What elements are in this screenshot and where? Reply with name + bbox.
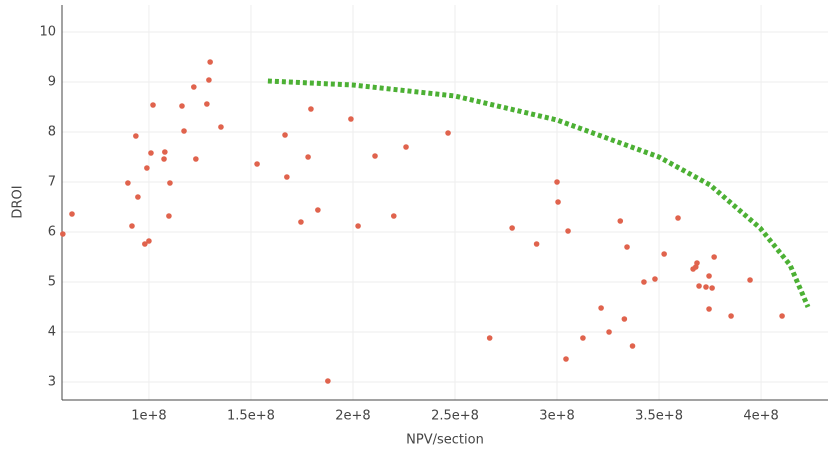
scatter-point [181, 128, 187, 134]
y-tick-label: 7 [48, 175, 56, 190]
scatter-point [580, 335, 586, 341]
y-tick-label: 5 [48, 275, 56, 290]
scatter-point [372, 153, 378, 159]
scatter-point [709, 285, 715, 291]
y-tick-label: 8 [48, 125, 56, 140]
scatter-point [69, 211, 75, 217]
x-tick-label: 2e+8 [335, 409, 370, 424]
x-axis-label: NPV/section [406, 433, 484, 448]
scatter-point [204, 101, 210, 107]
y-tick-label: 3 [48, 375, 56, 390]
x-tick-label: 1e+8 [131, 409, 166, 424]
scatter-point [325, 378, 331, 384]
scatter-point [282, 132, 288, 138]
scatter-point [133, 133, 139, 139]
x-tick-label: 4e+8 [743, 409, 778, 424]
x-tick-label: 3.5e+8 [635, 409, 683, 424]
scatter-point [60, 231, 66, 237]
x-tick-label: 2.5e+8 [431, 409, 479, 424]
scatter-point [747, 277, 753, 283]
scatter-point [161, 156, 167, 162]
scatter-point [403, 144, 409, 150]
scatter-point [703, 284, 709, 290]
scatter-point [779, 313, 785, 319]
x-tick-label: 1.5e+8 [227, 409, 275, 424]
scatter-point [390, 213, 397, 219]
scatter-point [218, 124, 224, 130]
scatter-point [554, 179, 560, 185]
scatter-point [146, 238, 152, 244]
scatter-point [706, 306, 712, 312]
scatter-point [675, 215, 681, 221]
scatter-point [533, 241, 540, 247]
y-tick-label: 4 [48, 325, 56, 340]
scatter-point [555, 199, 561, 205]
y-axis-label: DROI [11, 185, 26, 218]
scatter-point [621, 316, 628, 322]
scatter-point [641, 279, 647, 285]
scatter-point [308, 106, 314, 112]
scatter-point [144, 165, 150, 171]
scatter-point [191, 84, 197, 90]
scatter-point [166, 213, 172, 219]
scatter-point [142, 241, 148, 247]
scatter-point [486, 335, 493, 341]
scatter-point [348, 116, 354, 122]
scatter-point [305, 154, 311, 160]
scatter-point [254, 161, 260, 167]
scatter-point [150, 102, 156, 108]
scatter-point [661, 251, 667, 257]
scatter-point [696, 283, 702, 289]
y-tick-label: 6 [48, 225, 56, 240]
scatter-point [694, 260, 700, 266]
scatter-point [355, 223, 361, 229]
scatter-point [135, 194, 141, 200]
scatter-point [315, 207, 321, 213]
scatter-point [206, 77, 212, 83]
scatter-point [207, 59, 213, 65]
scatter-point [298, 219, 304, 225]
y-tick-label: 9 [48, 75, 56, 90]
scatter-point [167, 180, 173, 186]
scatter-point [129, 223, 135, 229]
scatter-point [629, 343, 636, 349]
scatter-point [179, 103, 185, 109]
scatter-point [509, 225, 515, 231]
curve-line [267, 78, 811, 308]
scatter-point [148, 150, 154, 156]
scatter-point [162, 149, 168, 155]
scatter-point [193, 156, 199, 162]
scatter-point [125, 180, 131, 186]
scatter-point [284, 174, 290, 180]
scatter-point [563, 356, 569, 362]
scatter-point [706, 273, 712, 279]
scatter-point [617, 218, 624, 224]
scatter-point [606, 329, 612, 335]
x-tick-label: 3e+8 [539, 409, 574, 424]
y-tick-label: 10 [39, 25, 56, 40]
scatter-point [565, 228, 571, 234]
scatter-point [598, 305, 604, 311]
scatter-point [652, 276, 658, 282]
scatter-point [445, 130, 451, 136]
scatter-point [728, 313, 734, 319]
scatter-point [624, 244, 630, 250]
scatter-point [711, 254, 717, 260]
